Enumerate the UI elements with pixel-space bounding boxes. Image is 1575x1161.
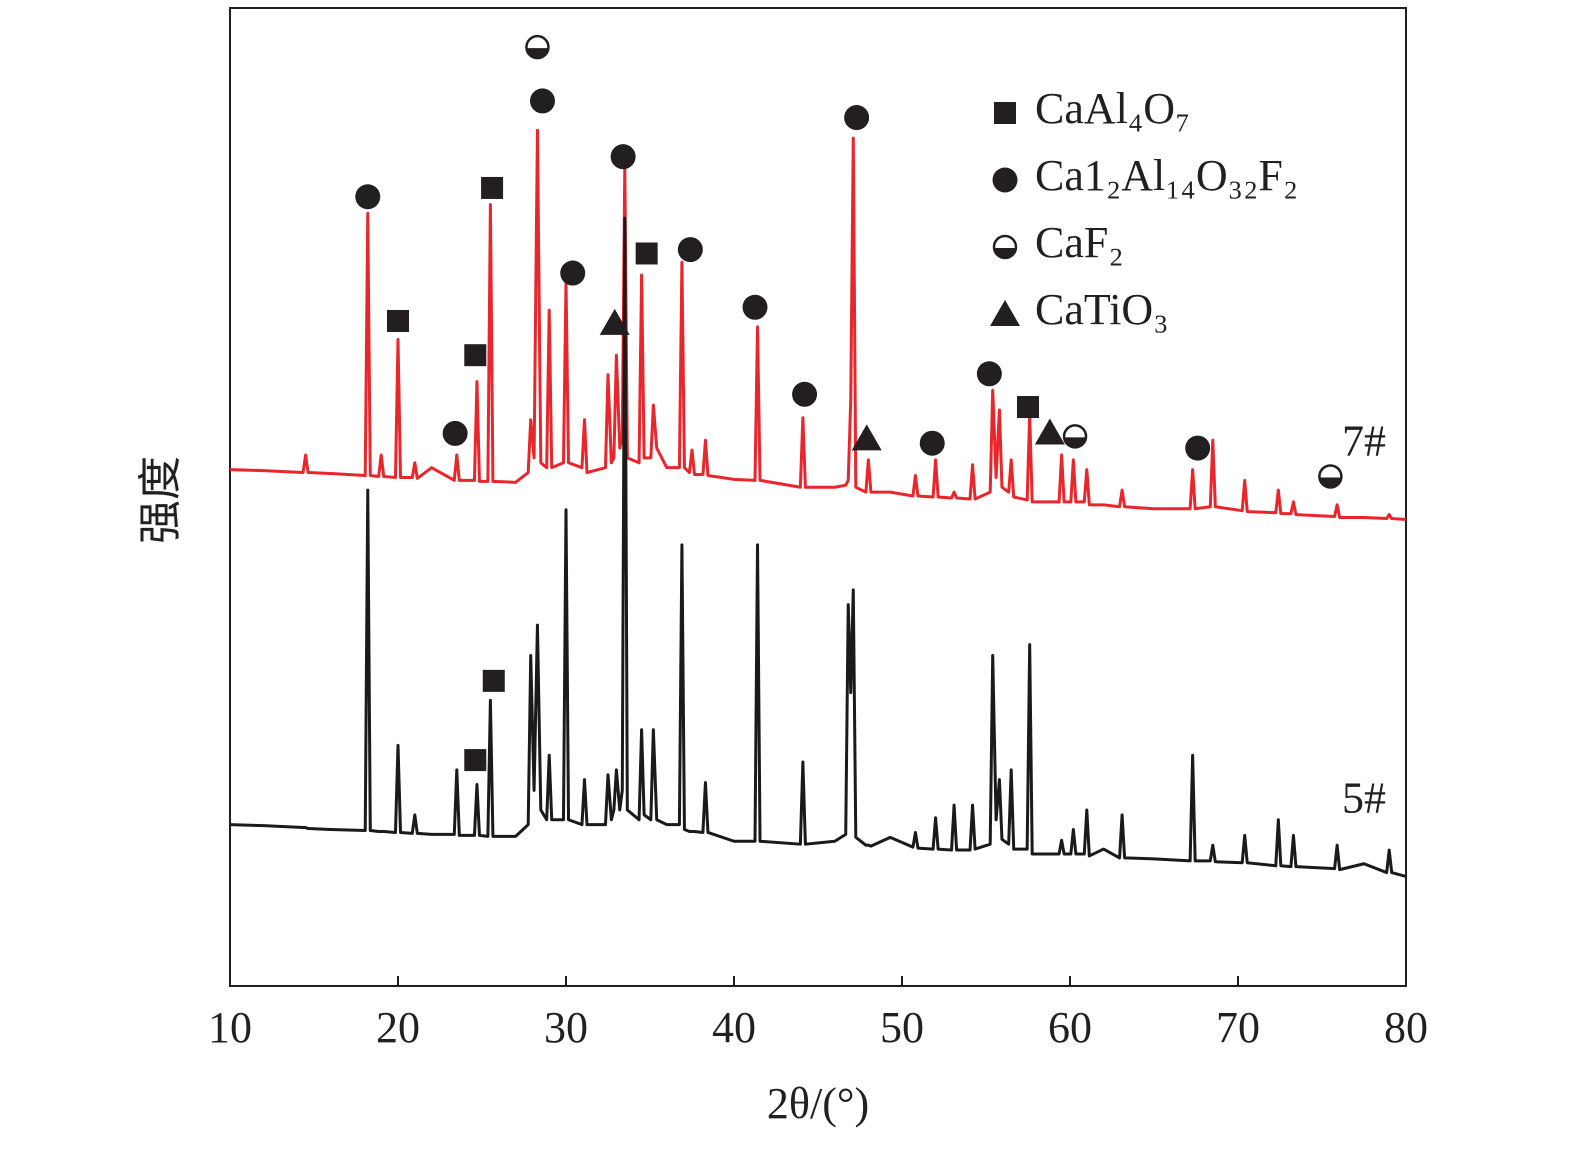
legend-label: CaTiO₃: [1035, 285, 1169, 334]
symbol-part: [526, 48, 549, 60]
symbol-part: [482, 669, 505, 692]
legend-label: Ca1₂Al₁₄O₃₂F₂: [1035, 151, 1298, 200]
symbol-part: [1319, 477, 1342, 489]
symbol-part: [464, 344, 487, 367]
x-tick-label: 20: [376, 1003, 420, 1052]
symbol-part: [635, 242, 658, 265]
phase-symbol: [529, 88, 555, 114]
series-label: 7#: [1342, 417, 1386, 466]
symbol-part: [976, 361, 1002, 387]
phase-symbol: [919, 430, 945, 456]
series-label: 5#: [1342, 774, 1386, 823]
legend-symbol: [992, 167, 1018, 193]
x-tick-label: 60: [1048, 1003, 1092, 1052]
x-tick-label: 10: [208, 1003, 252, 1052]
x-axis-label: 2θ/(°): [767, 1079, 869, 1128]
symbol-part: [560, 260, 586, 286]
phase-symbol: [635, 242, 658, 265]
phase-symbol: [442, 420, 468, 446]
symbol-part: [1185, 435, 1211, 461]
legend-symbol: [992, 234, 1018, 260]
phase-symbol: [1185, 435, 1211, 461]
series-line: [229, 216, 1407, 878]
x-tick-label: 40: [712, 1003, 756, 1052]
symbol-part: [994, 248, 1016, 259]
symbol-part: [919, 430, 945, 456]
phase-symbol: [481, 176, 504, 199]
symbol-part: [994, 102, 1016, 124]
phase-symbol: [976, 361, 1002, 387]
phase-symbol: [1062, 424, 1088, 449]
symbol-part: [1034, 418, 1065, 445]
symbol-part: [481, 176, 504, 199]
symbol-part: [1064, 437, 1087, 449]
phase-symbol: [742, 294, 768, 320]
legend-label: CaF₂: [1035, 218, 1124, 267]
phase-symbol: [599, 308, 630, 335]
symbol-part: [851, 424, 882, 451]
symbol-part: [599, 308, 630, 335]
x-tick-label: 80: [1384, 1003, 1428, 1052]
y-axis-label: 强度: [136, 456, 185, 544]
symbol-part: [1017, 396, 1039, 419]
symbol-part: [610, 144, 636, 170]
phase-symbol: [851, 424, 882, 451]
symbol-part: [387, 309, 409, 332]
x-tick-label: 70: [1216, 1003, 1260, 1052]
phase-symbol: [1034, 418, 1065, 445]
phase-symbol: [560, 260, 586, 286]
symbol-part: [792, 381, 818, 407]
x-tick-label: 30: [544, 1003, 588, 1052]
legend-symbol: [990, 300, 1020, 326]
phase-symbol: [525, 34, 550, 60]
symbol-part: [442, 420, 468, 446]
symbol-part: [677, 237, 703, 263]
symbol-part: [742, 294, 768, 320]
symbol-part: [844, 105, 870, 131]
symbol-part: [992, 167, 1018, 193]
phase-symbol: [355, 184, 381, 210]
phase-symbol: [677, 237, 703, 263]
plot-frame: [229, 7, 1407, 987]
phase-symbol: [844, 105, 870, 131]
phase-symbol: [1017, 396, 1039, 419]
symbol-part: [464, 749, 487, 772]
phase-symbol: [464, 749, 487, 772]
phase-symbol: [387, 309, 409, 332]
legend-label: CaAl₄O₇: [1035, 84, 1190, 133]
symbol-part: [355, 184, 381, 210]
phase-symbol: [1318, 464, 1343, 489]
series-line: [229, 128, 1407, 521]
symbol-part: [529, 88, 555, 114]
symbol-part: [990, 300, 1020, 326]
phase-symbol: [482, 669, 505, 692]
phase-symbol: [792, 381, 818, 407]
phase-symbol: [464, 344, 487, 367]
x-tick-label: 50: [880, 1003, 924, 1052]
legend-symbol: [994, 102, 1016, 124]
phase-symbol: [610, 144, 636, 170]
